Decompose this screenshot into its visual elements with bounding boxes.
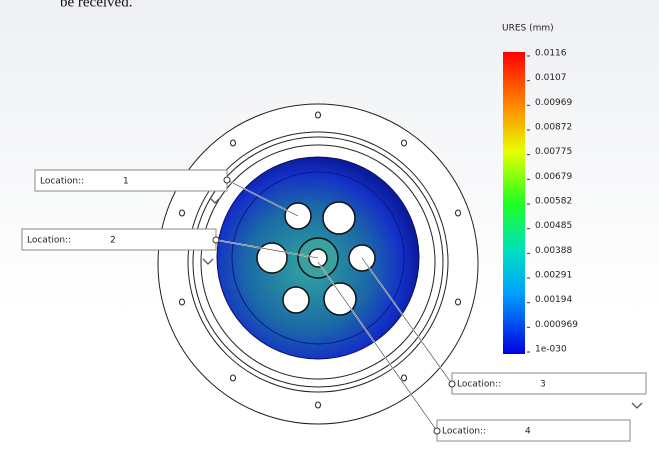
callout-anchor: [433, 427, 441, 435]
legend-label: 0.00582: [535, 197, 572, 207]
legend-labels: 0.0116 0.0107 0.00969 0.00872 0.00775 0.00679…: [527, 49, 578, 355]
callout-label: Location::: [40, 177, 84, 187]
callout-label: Location::: [457, 380, 501, 390]
callout-anchor: [448, 380, 456, 388]
legend-label: 0.00388: [535, 246, 572, 256]
legend-label: 0.00194: [535, 295, 572, 305]
legend-title: URES (mm): [502, 24, 554, 34]
leaders-outline: [215, 179, 453, 432]
legend-label: 0.0116: [535, 49, 567, 59]
legend-label: 0.0107: [535, 73, 567, 83]
legend-label: 0.00679: [535, 172, 572, 182]
callout-label: Location::: [442, 427, 486, 437]
legend-label: 0.00291: [535, 271, 572, 281]
callout-anchor: [212, 236, 220, 244]
callout-value: 1: [123, 177, 129, 187]
model: [157, 103, 479, 425]
callout-value: 2: [110, 236, 116, 246]
legend-label: 0.00969: [535, 98, 572, 108]
legend-label: 1e-030: [535, 345, 567, 355]
legend-label: 0.00872: [535, 123, 572, 133]
chevrons: [202, 197, 643, 409]
legend-label: 0.00485: [535, 221, 572, 231]
callout-label: Location::: [27, 236, 71, 246]
callout-value: 4: [525, 427, 531, 437]
callout-value: 3: [540, 380, 546, 390]
header-text: be received.: [60, 0, 132, 10]
legend-label: 0.000969: [535, 320, 578, 330]
callout-anchor: [223, 176, 231, 184]
color-bar: [503, 52, 525, 354]
legend-label: 0.00775: [535, 147, 572, 157]
